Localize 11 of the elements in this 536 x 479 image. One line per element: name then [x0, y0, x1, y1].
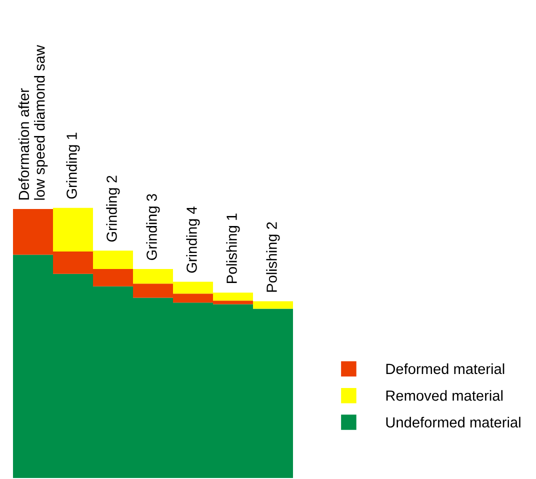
x-tick-label: Polishing 2 [266, 222, 280, 292]
x-tick-label: Grinding 3 [146, 194, 160, 260]
x-tick-label: Grinding 1 [66, 132, 80, 199]
x-tick-label: Deformation after low speed diamond saw [18, 45, 48, 200]
legend-label: Removed material [386, 390, 503, 401]
legend-label: Deformed material [386, 363, 504, 374]
x-tick-label: Grinding 4 [186, 206, 200, 273]
x-tick-label: Grinding 2 [106, 176, 120, 242]
legend-label: Undeformed material [386, 416, 520, 428]
bar [253, 301, 293, 309]
x-tick-label: Polishing 1 [226, 214, 240, 284]
